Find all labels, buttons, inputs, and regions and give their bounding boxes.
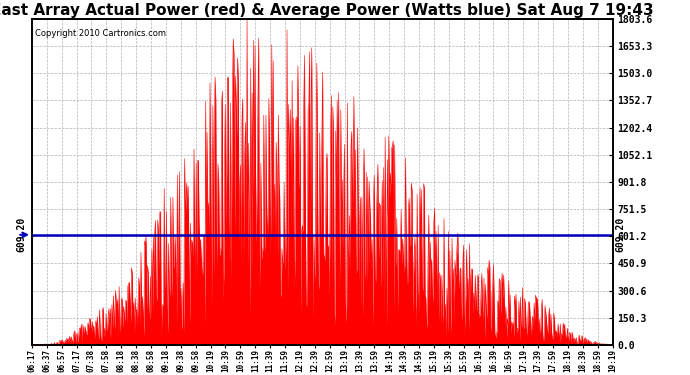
Text: Copyright 2010 Cartronics.com: Copyright 2010 Cartronics.com: [34, 29, 166, 38]
Text: 609.20: 609.20: [615, 217, 626, 252]
Text: 609.20: 609.20: [16, 217, 26, 252]
Title: East Array Actual Power (red) & Average Power (Watts blue) Sat Aug 7 19:43: East Array Actual Power (red) & Average …: [0, 3, 653, 18]
